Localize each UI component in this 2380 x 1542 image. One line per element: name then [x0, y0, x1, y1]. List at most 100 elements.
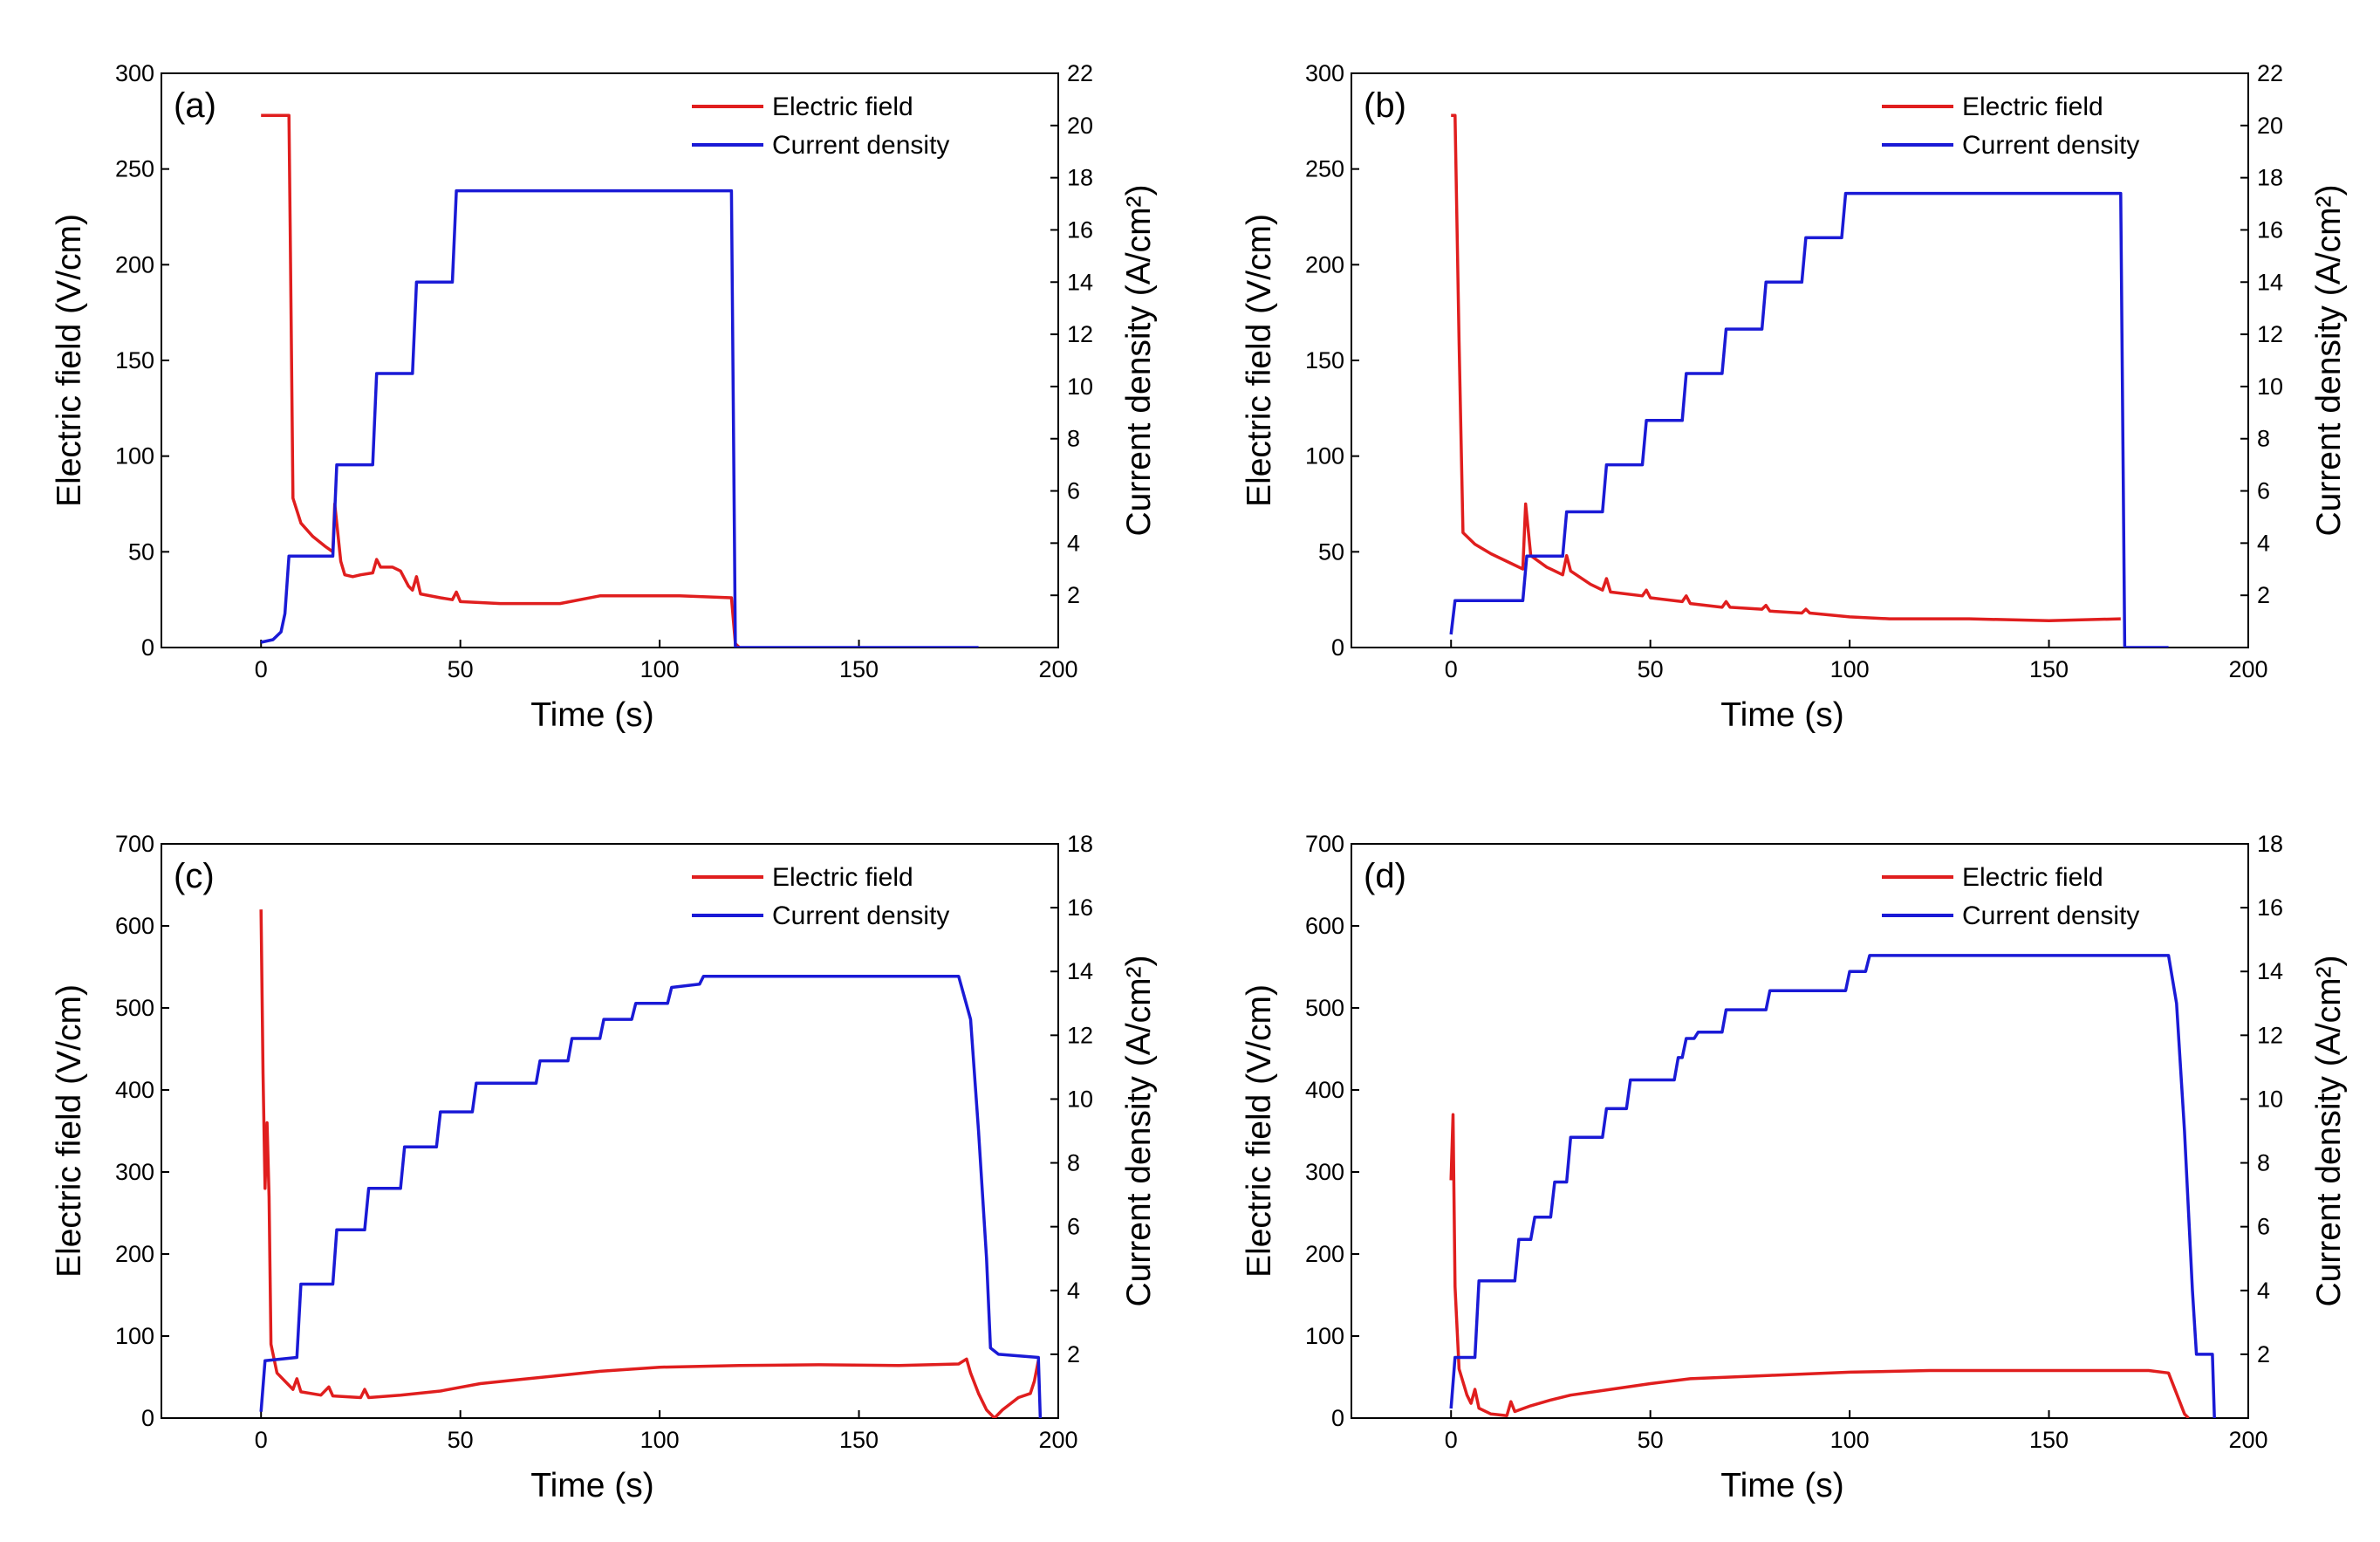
y-right-tick-label: 20	[2257, 113, 2283, 139]
panel-c: 0 50 100 150 200 0 100 200 300 400 500 600 700 2 4 6 8 10…	[0, 771, 1190, 1541]
legend-label: Current density	[1962, 901, 2139, 930]
panel-d: 0 50 100 150 200 0 100 200 300 400 500 600 700 2 4 6 8 10…	[1190, 771, 2380, 1541]
y-right-tick-label: 8	[1067, 426, 1080, 452]
y-left-tick-label: 0	[141, 634, 154, 661]
y-left-tick-label: 200	[1305, 251, 1344, 278]
y-right-tick-label: 6	[2257, 1214, 2270, 1240]
y-left-tick-label: 600	[115, 913, 154, 939]
x-tick-label: 0	[1445, 656, 1458, 682]
y-right-tick-label: 8	[2257, 1150, 2270, 1176]
y-right-tick-label: 18	[1067, 165, 1093, 191]
y-right-axis-title: Current density (A/cm²)	[2310, 184, 2348, 536]
x-tick-label: 200	[1038, 1427, 1077, 1453]
y-left-tick-label: 200	[115, 1241, 154, 1267]
y-left-tick-label: 700	[115, 831, 154, 857]
x-tick-label: 50	[448, 656, 474, 682]
x-axis-title: Time (s)	[530, 696, 654, 734]
y-right-tick-label: 8	[2257, 426, 2270, 452]
y-right-tick-label: 4	[1067, 1278, 1080, 1304]
y-right-tick-label: 22	[2257, 60, 2283, 86]
panel-label: (d)	[1364, 857, 1406, 895]
y-left-tick-label: 100	[1305, 1323, 1344, 1349]
y-right-tick-label: 14	[2257, 958, 2283, 984]
y-right-tick-label: 12	[2257, 321, 2283, 347]
series-line-electric-field	[1449, 1113, 2190, 1418]
y-right-tick-label: 4	[2257, 530, 2270, 556]
x-tick-label: 50	[1638, 656, 1664, 682]
y-left-tick-label: 400	[115, 1077, 154, 1103]
y-right-tick-label: 18	[2257, 831, 2283, 857]
y-right-tick-label: 14	[2257, 269, 2283, 295]
chart-svg: 0 50 100 150 200 0 100 200 300 400 500 600 700 2 4 6 8 10…	[1241, 831, 2348, 1504]
x-tick-label: 50	[1638, 1427, 1664, 1453]
y-left-tick-label: 100	[1305, 443, 1344, 469]
y-left-tick-label: 50	[1318, 538, 1344, 565]
y-right-tick-label: 6	[1067, 1214, 1080, 1240]
y-right-tick-label: 6	[1067, 478, 1080, 504]
panel-a: 0 50 100 150 200 0 50 100 150 200 250 300 2 4 6 8 10 12 14…	[0, 0, 1190, 771]
y-left-tick-label: 400	[1305, 1077, 1344, 1103]
y-right-tick-label: 10	[2257, 1086, 2283, 1112]
y-left-tick-label: 100	[115, 1323, 154, 1349]
y-left-tick-label: 500	[1305, 995, 1344, 1021]
panel-label: (b)	[1364, 86, 1406, 125]
y-right-tick-label: 2	[1067, 1341, 1080, 1367]
y-right-tick-label: 10	[1067, 374, 1093, 400]
y-left-tick-label: 150	[115, 347, 154, 374]
panel-b: 0 50 100 150 200 0 50 100 150 200 250 300 2 4 6 8 10 12 14…	[1190, 0, 2380, 771]
plot-frame	[161, 843, 1059, 1419]
x-tick-label: 100	[640, 656, 680, 682]
y-right-tick-label: 12	[1067, 321, 1093, 347]
y-right-tick-label: 12	[1067, 1022, 1093, 1048]
y-right-axis-title: Current density (A/cm²)	[1120, 955, 1158, 1306]
y-left-tick-label: 250	[1305, 156, 1344, 182]
legend-label: Electric field	[772, 863, 913, 892]
series-line-current-density	[259, 974, 1043, 1418]
y-left-axis-title: Electric field (V/cm)	[51, 214, 88, 507]
x-tick-label: 0	[255, 1427, 268, 1453]
x-tick-label: 0	[1445, 1427, 1458, 1453]
x-tick-label: 200	[1038, 656, 1077, 682]
series-line-electric-field	[259, 909, 1040, 1418]
y-left-tick-label: 300	[1305, 60, 1344, 86]
legend-label: Electric field	[1962, 93, 2103, 121]
y-right-tick-label: 20	[1067, 113, 1093, 139]
y-left-axis-title: Electric field (V/cm)	[1241, 214, 1278, 507]
y-left-tick-label: 0	[1331, 634, 1344, 661]
chart-svg: 0 50 100 150 200 0 50 100 150 200 250 300 2 4 6 8 10 12 14…	[1241, 60, 2348, 734]
x-tick-label: 50	[448, 1427, 474, 1453]
x-axis-title: Time (s)	[530, 1467, 654, 1504]
y-right-tick-label: 10	[2257, 374, 2283, 400]
y-left-tick-label: 150	[1305, 347, 1344, 374]
legend-label: Current density	[772, 131, 949, 160]
series-line-current-density	[260, 188, 979, 648]
panel-label: (c)	[174, 857, 215, 895]
y-right-tick-label: 14	[1067, 269, 1093, 295]
legend-label: Electric field	[772, 93, 913, 121]
y-left-tick-label: 200	[1305, 1241, 1344, 1267]
x-tick-label: 100	[1830, 656, 1870, 682]
y-left-tick-label: 50	[128, 538, 154, 565]
y-left-tick-label: 700	[1305, 831, 1344, 857]
y-right-tick-label: 16	[1067, 894, 1093, 921]
y-right-tick-label: 4	[1067, 530, 1080, 556]
legend-label: Current density	[772, 901, 949, 930]
y-left-tick-label: 250	[115, 156, 154, 182]
y-right-axis-title: Current density (A/cm²)	[2310, 955, 2348, 1306]
x-tick-label: 150	[839, 1427, 879, 1453]
y-left-tick-label: 200	[115, 251, 154, 278]
y-left-tick-label: 100	[115, 443, 154, 469]
legend-label: Electric field	[1962, 863, 2103, 892]
x-tick-label: 200	[2228, 656, 2267, 682]
y-left-axis-title: Electric field (V/cm)	[51, 984, 88, 1278]
y-right-tick-label: 2	[1067, 582, 1080, 608]
y-right-tick-label: 2	[2257, 1341, 2270, 1367]
x-tick-label: 100	[640, 1427, 680, 1453]
x-tick-label: 200	[2228, 1427, 2267, 1453]
series-line-current-density	[1449, 191, 2169, 648]
y-right-tick-label: 2	[2257, 582, 2270, 608]
y-right-tick-label: 16	[1067, 216, 1093, 243]
y-right-tick-label: 16	[2257, 216, 2283, 243]
x-tick-label: 100	[1830, 1427, 1870, 1453]
y-right-tick-label: 18	[2257, 165, 2283, 191]
